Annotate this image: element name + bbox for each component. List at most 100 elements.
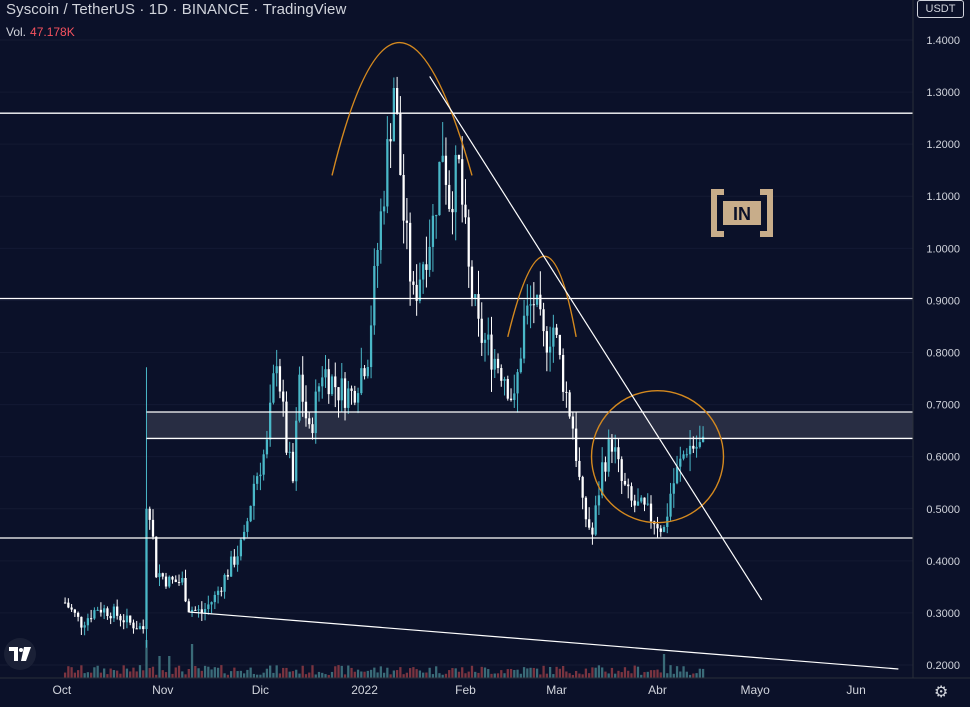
volume-bar (532, 667, 535, 678)
volume-bar (236, 671, 239, 678)
settings-gear-icon[interactable]: ⚙ (934, 684, 949, 701)
candle-body (623, 480, 627, 485)
volume-bar (116, 670, 119, 678)
candle-body (278, 366, 282, 392)
x-tick-label: Dic (252, 683, 269, 697)
y-tick-label: 1.0000 (926, 243, 960, 255)
volume-bar (142, 670, 145, 678)
volume-bar (103, 668, 106, 678)
candle-body (194, 609, 197, 611)
candle-body (526, 305, 529, 316)
volume-bar (451, 668, 454, 678)
symbol-name[interactable]: Syscoin / TetherUS (6, 1, 136, 18)
volume-bar (181, 671, 184, 678)
volume-bar (347, 665, 350, 678)
volume-bar (301, 665, 304, 678)
candle-body (67, 602, 70, 608)
candle-body (90, 618, 93, 620)
x-tick-label: Feb (455, 683, 476, 697)
candle-body (679, 458, 682, 467)
volume-bar (500, 670, 503, 678)
volume-bar (363, 671, 366, 678)
volume-bar (317, 671, 321, 678)
candle-body (402, 175, 405, 221)
x-tick-label: Mar (546, 683, 567, 697)
volume-bar (164, 672, 168, 678)
x-tick-label: Nov (152, 683, 173, 697)
candle-body (457, 155, 461, 160)
candle-body (435, 215, 438, 217)
volume-bar (392, 670, 395, 678)
candle-body (171, 576, 174, 580)
candle-body (571, 416, 575, 429)
volume-bar (474, 671, 477, 678)
y-tick-label: 0.8000 (926, 347, 960, 359)
candle-body (379, 211, 382, 250)
volume-bar (552, 674, 555, 678)
volume-bar (490, 673, 493, 678)
volume-bar (526, 668, 529, 678)
exchange-label: BINANCE (181, 1, 250, 18)
volume-bar (155, 674, 158, 678)
y-tick-label: 0.2000 (926, 660, 960, 672)
volume-bar (376, 672, 379, 678)
descending-trendline (429, 76, 763, 601)
candle-body (386, 139, 389, 207)
volume-bar (405, 672, 409, 678)
volume-bar (262, 672, 265, 678)
candle-body (640, 497, 643, 502)
tradingview-logo-icon[interactable] (4, 638, 36, 670)
volume-bar (229, 671, 233, 678)
candle-body (412, 281, 415, 285)
x-tick-label: Mayo (740, 683, 770, 697)
currency-button[interactable]: USDT (917, 0, 964, 18)
candle-body (366, 367, 369, 377)
candle-body (552, 327, 555, 347)
candle-body (321, 377, 324, 387)
candle-body (617, 447, 620, 460)
interval-label[interactable]: 1D (148, 1, 169, 18)
candle-body (607, 439, 610, 472)
volume-bar (252, 673, 256, 678)
platform-label: TradingView (262, 1, 347, 18)
candle-body (656, 524, 659, 529)
x-tick-label: 2022 (351, 683, 378, 697)
volume-bar (441, 674, 444, 678)
candle-body (187, 601, 190, 613)
candle-body (301, 374, 304, 402)
volume-bar (197, 668, 200, 678)
volume-bar (360, 671, 363, 678)
volume-bar (291, 671, 295, 678)
candle-body (620, 459, 623, 481)
candle-body (493, 358, 496, 370)
candle-body (360, 368, 363, 394)
volume-bar (151, 666, 155, 678)
candle-body (584, 497, 588, 520)
candle-body (347, 388, 350, 408)
candle-body (448, 184, 451, 209)
volume-bar (594, 667, 597, 678)
volume-bar (627, 670, 630, 678)
candle-body (601, 462, 604, 496)
volume-bar (350, 667, 353, 678)
volume-bar (503, 673, 506, 678)
volume-bar (412, 667, 415, 678)
candle-body (470, 266, 474, 299)
volume-bar (601, 667, 604, 678)
volume-bar (70, 667, 73, 678)
volume-bar (415, 669, 418, 678)
volume-bar (395, 670, 399, 678)
y-tick-label: 0.4000 (926, 556, 960, 568)
candle-body (513, 393, 516, 400)
candle-body (275, 366, 278, 374)
candle-body (249, 505, 252, 522)
candle-body (350, 388, 353, 391)
candle-body (233, 556, 236, 565)
volume-bar (239, 670, 243, 678)
candle-body (542, 309, 545, 332)
candle-body (649, 503, 653, 522)
candle-body (568, 392, 571, 417)
volume-bar (158, 656, 161, 678)
